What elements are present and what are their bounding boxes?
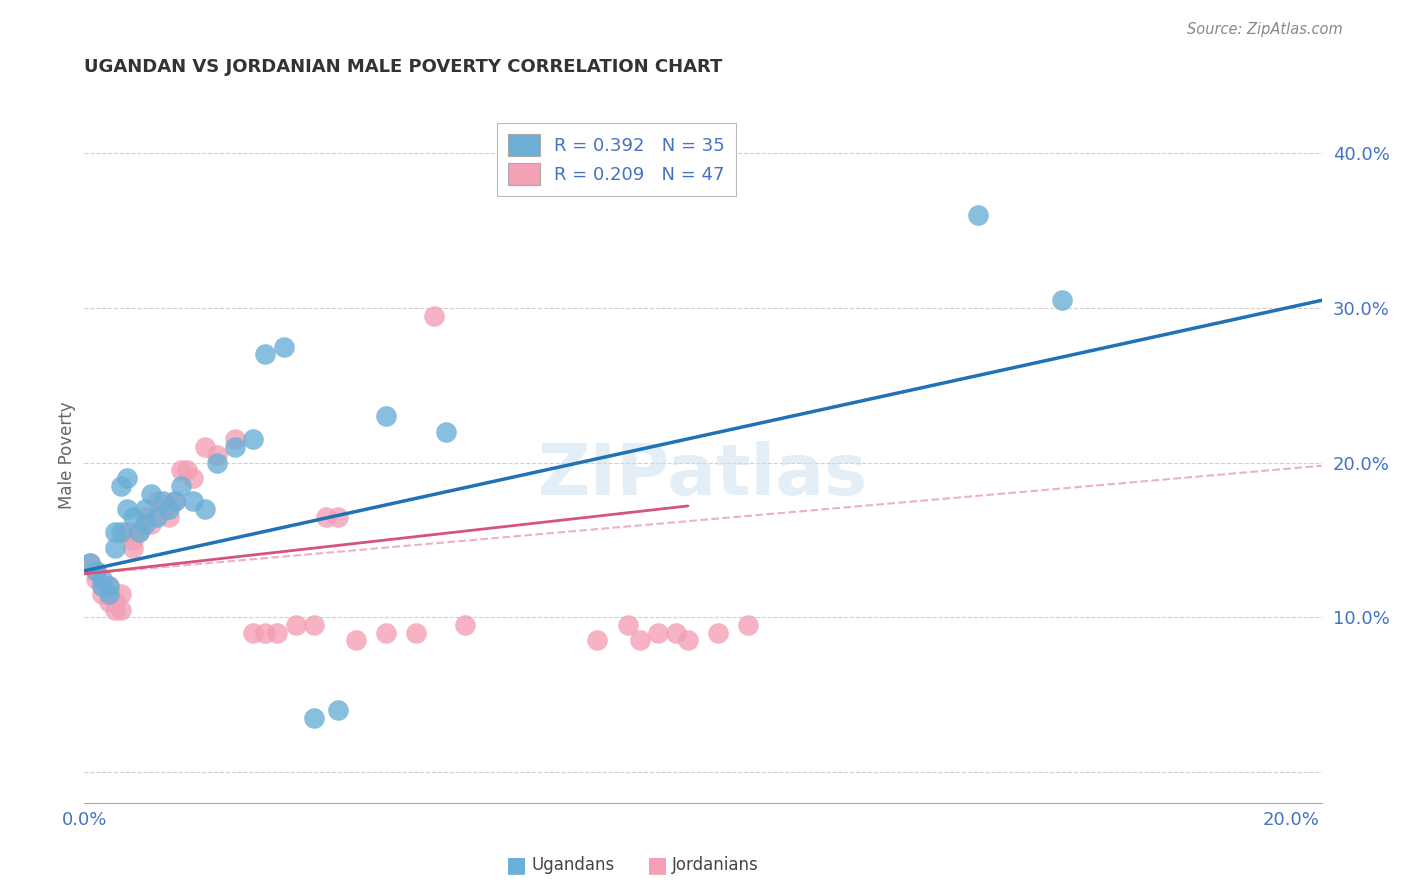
Point: [676, 633, 699, 648]
Point: [707, 625, 730, 640]
Point: [110, 525, 132, 540]
Point: [91, 579, 114, 593]
Point: [110, 587, 132, 601]
Text: ■: ■: [506, 855, 527, 875]
Point: [103, 602, 125, 616]
Point: [134, 517, 156, 532]
Point: [97, 579, 120, 593]
Point: [110, 479, 132, 493]
Point: [91, 579, 114, 593]
Point: [326, 703, 349, 717]
Point: [134, 502, 156, 516]
Point: [326, 509, 349, 524]
Text: Source: ZipAtlas.com: Source: ZipAtlas.com: [1187, 22, 1343, 37]
Point: [146, 494, 169, 508]
Point: [453, 618, 475, 632]
Point: [97, 579, 120, 593]
Point: [302, 711, 325, 725]
Point: [315, 509, 337, 524]
Point: [242, 433, 264, 447]
Point: [170, 479, 193, 493]
Point: [152, 502, 174, 516]
Y-axis label: Male Poverty: Male Poverty: [58, 401, 76, 508]
Point: [134, 509, 156, 524]
Point: [103, 541, 125, 555]
Point: [436, 425, 458, 439]
Point: [254, 625, 277, 640]
Point: [665, 625, 688, 640]
Point: [628, 633, 651, 648]
Point: [242, 625, 264, 640]
Point: [121, 533, 143, 547]
Point: [176, 463, 198, 477]
Text: ZIPatlas: ZIPatlas: [538, 442, 868, 510]
Point: [79, 556, 101, 570]
Point: [128, 525, 150, 540]
Point: [405, 625, 427, 640]
Point: [616, 618, 638, 632]
Point: [139, 517, 162, 532]
Text: Jordanians: Jordanians: [672, 856, 759, 874]
Point: [146, 509, 169, 524]
Point: [375, 625, 398, 640]
Point: [273, 340, 295, 354]
Point: [586, 633, 609, 648]
Point: [97, 587, 120, 601]
Point: [205, 456, 228, 470]
Point: [121, 509, 143, 524]
Point: [423, 309, 446, 323]
Point: [966, 208, 988, 222]
Point: [152, 494, 174, 508]
Point: [103, 525, 125, 540]
Text: ■: ■: [647, 855, 668, 875]
Point: [181, 494, 204, 508]
Point: [91, 587, 114, 601]
Point: [121, 541, 143, 555]
Point: [224, 433, 246, 447]
Point: [110, 602, 132, 616]
Point: [115, 502, 138, 516]
Point: [79, 556, 101, 570]
Text: Ugandans: Ugandans: [531, 856, 614, 874]
Point: [157, 509, 180, 524]
Point: [205, 448, 228, 462]
Point: [344, 633, 367, 648]
Point: [103, 595, 125, 609]
Point: [737, 618, 759, 632]
Point: [91, 572, 114, 586]
Point: [115, 471, 138, 485]
Point: [284, 618, 307, 632]
Point: [375, 409, 398, 424]
Point: [157, 502, 180, 516]
Point: [86, 564, 108, 578]
Point: [1050, 293, 1073, 308]
Point: [194, 502, 217, 516]
Point: [163, 494, 186, 508]
Point: [86, 572, 108, 586]
Point: [254, 347, 277, 361]
Point: [266, 625, 288, 640]
Text: UGANDAN VS JORDANIAN MALE POVERTY CORRELATION CHART: UGANDAN VS JORDANIAN MALE POVERTY CORREL…: [84, 58, 723, 76]
Point: [139, 486, 162, 500]
Point: [647, 625, 669, 640]
Point: [170, 463, 193, 477]
Point: [97, 595, 120, 609]
Point: [194, 440, 217, 454]
Point: [224, 440, 246, 454]
Point: [115, 525, 138, 540]
Legend: R = 0.392   N = 35, R = 0.209   N = 47: R = 0.392 N = 35, R = 0.209 N = 47: [496, 123, 737, 196]
Point: [181, 471, 204, 485]
Point: [128, 525, 150, 540]
Point: [302, 618, 325, 632]
Point: [86, 564, 108, 578]
Point: [163, 494, 186, 508]
